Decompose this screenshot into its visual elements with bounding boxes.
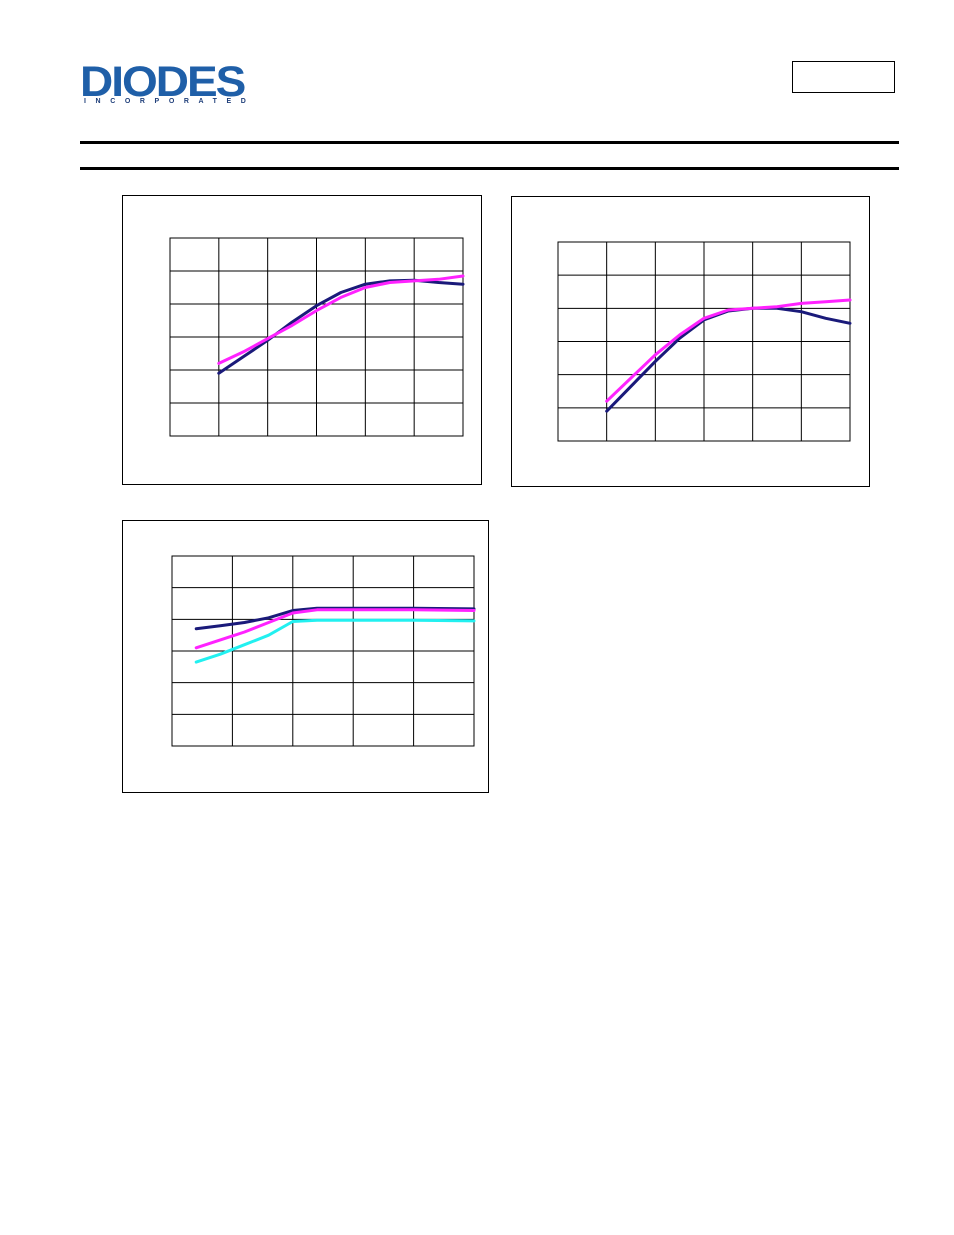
plot-area-border	[171, 555, 475, 747]
series-line-2	[605, 298, 852, 403]
chart-2	[557, 241, 852, 442]
series-line-1	[194, 606, 476, 631]
chart-3	[171, 555, 476, 747]
chart-frame-3	[122, 520, 489, 793]
logo-wordmark: DIODES	[80, 57, 246, 106]
plot-area-border	[557, 241, 851, 442]
chart-frame-1	[122, 195, 482, 485]
header-rule-bottom	[80, 167, 899, 170]
series-line-1	[605, 306, 852, 413]
header-rule-top	[80, 141, 899, 144]
chart-frame-2	[511, 196, 870, 487]
company-logo: DIODES INCORPORATED	[80, 60, 256, 110]
series-line-3	[194, 618, 476, 664]
series-line-2	[217, 274, 465, 365]
series-line-2	[194, 608, 476, 650]
plot-area-border	[169, 237, 464, 437]
series-line-1	[217, 278, 465, 375]
chart-1	[169, 237, 465, 437]
part-number-box	[792, 61, 895, 93]
logo-subtext: INCORPORATED	[84, 98, 256, 105]
